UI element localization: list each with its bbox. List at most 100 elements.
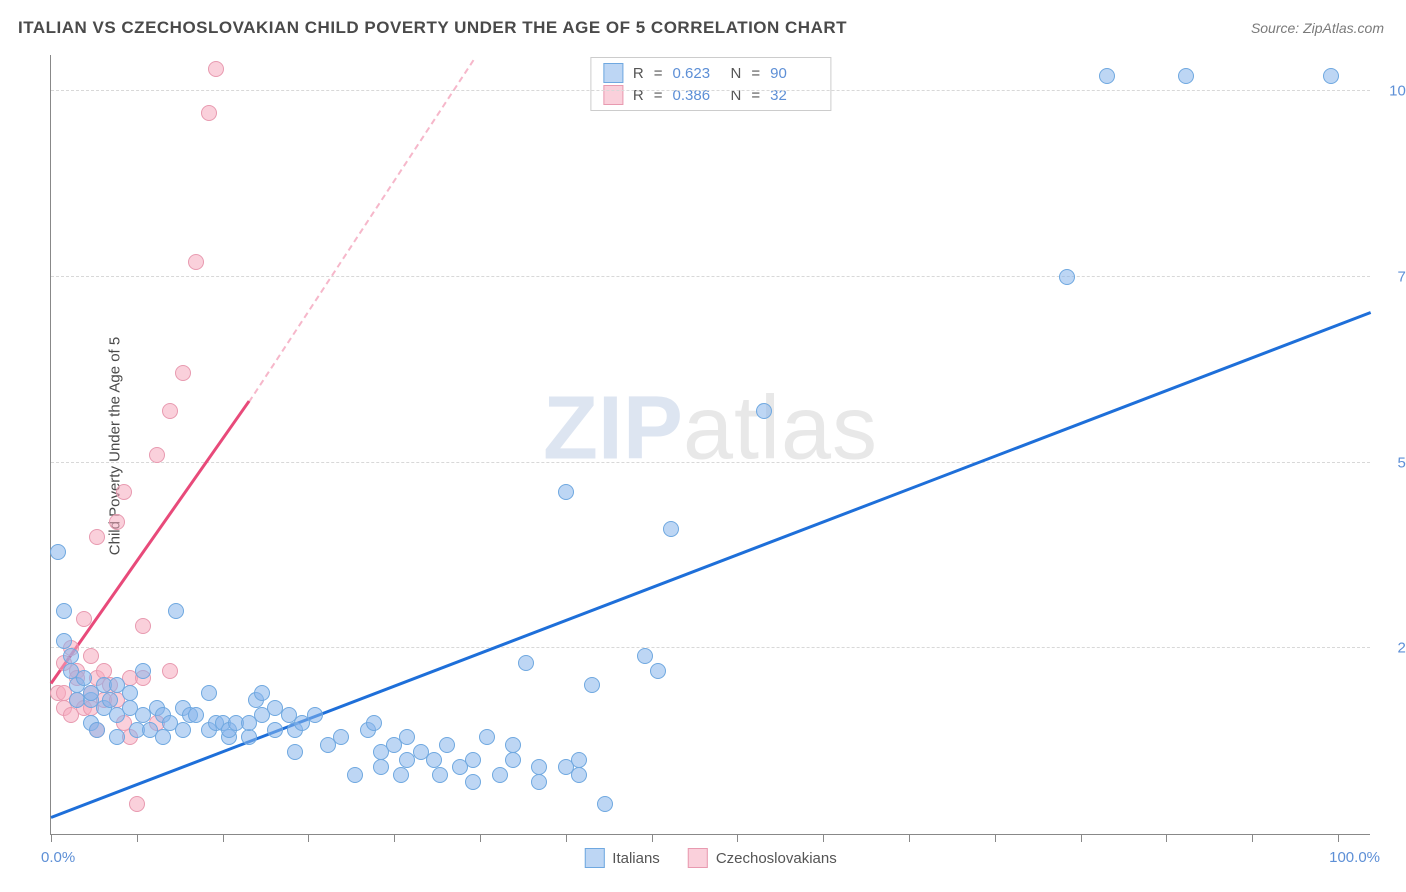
data-point-czech xyxy=(149,447,165,463)
data-point-italian xyxy=(122,685,138,701)
legend-correlation-box: R = 0.623 N = 90 R = 0.386 N = 32 xyxy=(590,57,831,111)
trend-line xyxy=(50,401,250,685)
x-axis-tick xyxy=(1081,834,1082,842)
data-point-italian xyxy=(479,729,495,745)
x-axis-max-label: 100.0% xyxy=(1329,849,1380,866)
data-point-italian xyxy=(347,767,363,783)
data-point-italian xyxy=(175,722,191,738)
data-point-czech xyxy=(175,365,191,381)
swatch-italians xyxy=(603,63,623,83)
data-point-italian xyxy=(650,663,666,679)
r-value-italians: 0.623 xyxy=(673,65,721,82)
data-point-italian xyxy=(505,752,521,768)
source-attribution: Source: ZipAtlas.com xyxy=(1251,20,1384,36)
x-axis-min-label: 0.0% xyxy=(41,849,75,866)
swatch-italians xyxy=(584,848,604,868)
data-point-italian xyxy=(1059,269,1075,285)
x-axis-tick xyxy=(394,834,395,842)
data-point-italian xyxy=(254,685,270,701)
data-point-italian xyxy=(756,403,772,419)
data-point-italian xyxy=(584,677,600,693)
data-point-italian xyxy=(571,752,587,768)
data-point-czech xyxy=(89,529,105,545)
data-point-czech xyxy=(129,796,145,812)
data-point-italian xyxy=(1178,68,1194,84)
data-point-italian xyxy=(439,737,455,753)
data-point-italian xyxy=(109,729,125,745)
n-value-czech: 32 xyxy=(770,87,818,104)
x-axis-tick xyxy=(1252,834,1253,842)
data-point-italian xyxy=(1099,68,1115,84)
data-point-italian xyxy=(505,737,521,753)
data-point-italian xyxy=(307,707,323,723)
source-value: ZipAtlas.com xyxy=(1303,20,1384,36)
watermark: ZIPatlas xyxy=(543,377,878,480)
x-axis-tick xyxy=(652,834,653,842)
data-point-czech xyxy=(83,648,99,664)
gridline-horizontal xyxy=(51,647,1370,648)
y-axis-tick-label: 75.0% xyxy=(1380,268,1406,285)
r-label: R xyxy=(633,65,644,82)
eq-sign: = xyxy=(751,87,760,104)
watermark-light: atlas xyxy=(683,378,878,478)
x-axis-tick xyxy=(308,834,309,842)
legend-series: Italians Czechoslovakians xyxy=(584,848,836,868)
data-point-italian xyxy=(50,544,66,560)
eq-sign: = xyxy=(654,87,663,104)
data-point-czech xyxy=(109,514,125,530)
x-axis-tick xyxy=(823,834,824,842)
x-axis-tick xyxy=(737,834,738,842)
data-point-italian xyxy=(89,722,105,738)
data-point-italian xyxy=(63,648,79,664)
data-point-italian xyxy=(399,729,415,745)
data-point-italian xyxy=(531,759,547,775)
data-point-italian xyxy=(1323,68,1339,84)
data-point-czech xyxy=(188,254,204,270)
data-point-italian xyxy=(373,759,389,775)
gridline-horizontal xyxy=(51,462,1370,463)
x-axis-tick xyxy=(480,834,481,842)
data-point-italian xyxy=(597,796,613,812)
data-point-italian xyxy=(287,744,303,760)
data-point-italian xyxy=(102,692,118,708)
data-point-czech xyxy=(135,618,151,634)
legend-item-italians: Italians xyxy=(584,848,660,868)
data-point-italian xyxy=(366,715,382,731)
data-point-czech xyxy=(96,663,112,679)
data-point-czech xyxy=(116,484,132,500)
data-point-italian xyxy=(558,484,574,500)
data-point-italian xyxy=(267,722,283,738)
x-axis-tick xyxy=(137,834,138,842)
trend-line xyxy=(248,60,474,403)
gridline-horizontal xyxy=(51,90,1370,91)
x-axis-tick xyxy=(223,834,224,842)
data-point-italian xyxy=(663,521,679,537)
legend-row-italians: R = 0.623 N = 90 xyxy=(603,62,818,84)
data-point-italian xyxy=(531,774,547,790)
data-point-czech xyxy=(201,105,217,121)
swatch-czech xyxy=(688,848,708,868)
data-point-italian xyxy=(492,767,508,783)
data-point-italian xyxy=(518,655,534,671)
data-point-italian xyxy=(432,767,448,783)
data-point-italian xyxy=(333,729,349,745)
x-axis-tick xyxy=(51,834,52,842)
chart-plot-area: ZIPatlas R = 0.623 N = 90 R = 0.386 N = … xyxy=(50,55,1370,835)
gridline-horizontal xyxy=(51,276,1370,277)
data-point-czech xyxy=(208,61,224,77)
legend-row-czech: R = 0.386 N = 32 xyxy=(603,84,818,106)
data-point-italian xyxy=(188,707,204,723)
data-point-italian xyxy=(56,633,72,649)
data-point-italian xyxy=(201,685,217,701)
source-label: Source: xyxy=(1251,20,1303,36)
watermark-bold: ZIP xyxy=(543,378,683,478)
chart-title: ITALIAN VS CZECHOSLOVAKIAN CHILD POVERTY… xyxy=(18,18,847,38)
data-point-italian xyxy=(571,767,587,783)
data-point-italian xyxy=(135,663,151,679)
n-label: N xyxy=(731,87,742,104)
r-label: R xyxy=(633,87,644,104)
legend-item-czech: Czechoslovakians xyxy=(688,848,837,868)
data-point-italian xyxy=(168,603,184,619)
data-point-czech xyxy=(162,663,178,679)
data-point-italian xyxy=(465,774,481,790)
